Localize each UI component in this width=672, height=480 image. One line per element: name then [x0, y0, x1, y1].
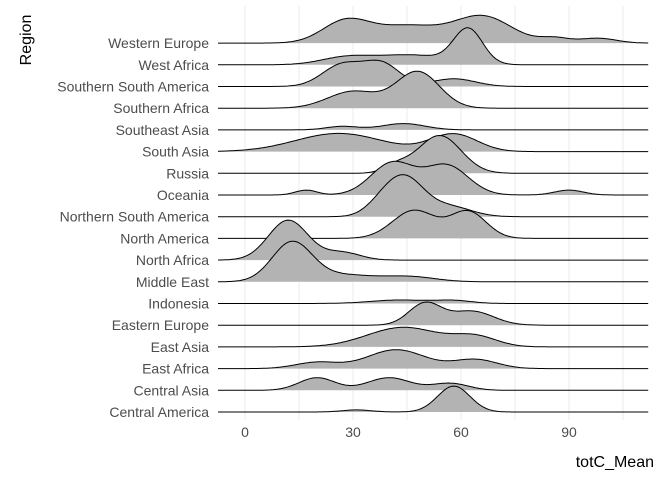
y-tick-label: Eastern Europe [112, 317, 209, 333]
ridge-line-central-america [218, 385, 649, 413]
y-tick-label: Southeast Asia [116, 122, 210, 138]
y-tick-label: Northern South America [60, 209, 210, 225]
y-tick-label: East Asia [151, 339, 210, 355]
y-tick-label: South Asia [142, 144, 209, 160]
ridges [217, 14, 649, 413]
y-tick-label: Central Asia [134, 382, 210, 398]
y-tick-label: North America [120, 230, 209, 246]
y-tick-label: North Africa [136, 252, 209, 268]
ridge-line-east-africa [218, 349, 649, 370]
ridge-area-russia [218, 135, 649, 174]
ridge-line-southern-africa [218, 70, 649, 109]
ridge-line-west-africa [218, 27, 649, 66]
ridge-area-north-africa [218, 220, 649, 261]
x-tick-label: 90 [561, 424, 577, 440]
ridge-line-oceania [218, 160, 649, 196]
y-tick-label: Southern South America [57, 79, 209, 95]
ridge-line-southeast-asia [218, 123, 649, 131]
ridge-line-western-europe [218, 14, 649, 44]
y-tick-label: Central America [109, 404, 209, 420]
ridge-line-middle-east [217, 240, 649, 283]
ridge-area-eastern-europe [218, 302, 649, 326]
ridge-area-western-europe [218, 15, 649, 44]
y-tick-label: Southern Africa [113, 100, 209, 116]
y-tick-label: West Africa [138, 57, 209, 73]
ridge-line-russia [218, 134, 649, 174]
ridge-area-southern-africa [218, 71, 649, 109]
ridge-line-central-asia [218, 377, 649, 391]
ridge-line-northern-south-america [218, 174, 649, 218]
x-tick-label: 60 [453, 424, 469, 440]
ridge-line-indonesia [218, 299, 649, 304]
ridge-area-indonesia [218, 300, 649, 304]
y-tick-label: Oceania [157, 187, 209, 203]
y-axis-title: Region [18, 15, 35, 66]
ridge-area-central-america [218, 386, 649, 412]
ridge-area-north-america [218, 210, 649, 239]
ridge-area-oceania [218, 161, 649, 195]
ridge-area-central-asia [218, 377, 649, 391]
y-tick-label: East Africa [142, 361, 209, 377]
x-tick-label: 30 [345, 424, 361, 440]
ridge-line-east-asia [218, 326, 649, 348]
ridge-area-southeast-asia [218, 123, 649, 130]
ridge-area-southern-south-america [218, 60, 649, 87]
y-tick-label: Indonesia [148, 296, 209, 312]
y-tick-label: Western Europe [108, 35, 209, 51]
x-axis-title: totC_Mean [576, 454, 654, 471]
y-tick-label: Middle East [136, 274, 209, 290]
y-tick-label: Russia [166, 165, 209, 181]
ridge-line-eastern-europe [218, 301, 649, 326]
y-axis-labels: Western Europe West Africa Southern South … [57, 35, 209, 420]
ridge-area-northern-south-america [218, 174, 649, 217]
x-tick-label: 0 [241, 424, 249, 440]
ridge-area-middle-east [218, 241, 649, 282]
ridge-area-east-asia [218, 327, 649, 347]
ridge-area-west-africa [218, 27, 649, 65]
x-axis-labels: 0 30 60 90 [241, 424, 577, 440]
ridge-line-north-africa [218, 219, 649, 261]
